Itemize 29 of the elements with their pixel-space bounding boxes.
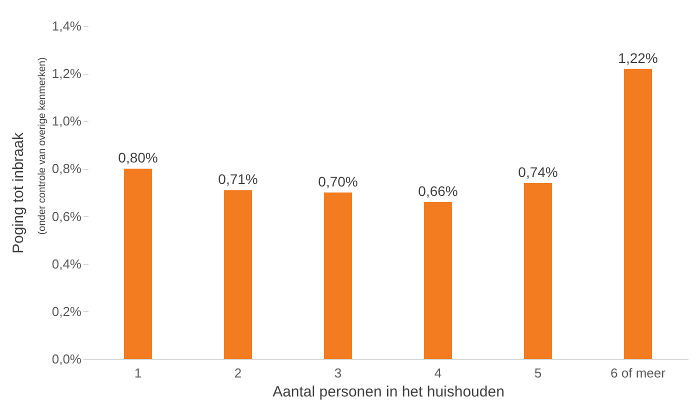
x-tick-label: 5 [534, 366, 542, 380]
y-tick-label: 0,2% [52, 304, 82, 319]
bar [124, 168, 152, 359]
data-label: 0,70% [318, 174, 358, 190]
y-tick-label: 0,0% [52, 352, 82, 366]
y-axis-title: Poging tot inbraak [10, 132, 27, 254]
x-tick-label: 1 [134, 366, 142, 380]
data-label: 0,66% [418, 183, 458, 200]
bar [424, 202, 452, 359]
data-label: 0,71% [218, 171, 258, 188]
text: (onder controle van overige kenmerken) [37, 57, 48, 235]
data-label: 0,80% [118, 150, 158, 166]
data-label: 0,74% [518, 164, 558, 180]
y-tick-label: 0,8% [52, 161, 82, 176]
bar [324, 192, 352, 359]
data-label: 1,22% [618, 50, 658, 66]
x-tick-label: 4 [434, 366, 442, 380]
bar [224, 190, 252, 359]
y-tick-label: 0,6% [52, 208, 82, 224]
y-tick-label: 1,4% [52, 18, 82, 34]
x-tick-label: 6 of meer [610, 366, 666, 380]
x-axis-title: Aantal personen in het huishouden [272, 384, 504, 400]
x-tick-label: 3 [334, 366, 342, 380]
bar [624, 68, 652, 359]
y-tick-label: 1,0% [52, 114, 82, 129]
x-tick-label: 2 [234, 366, 242, 380]
y-tick-label: 1,2% [52, 66, 82, 82]
y-tick-label: 0,4% [52, 256, 82, 272]
bar [524, 182, 552, 359]
